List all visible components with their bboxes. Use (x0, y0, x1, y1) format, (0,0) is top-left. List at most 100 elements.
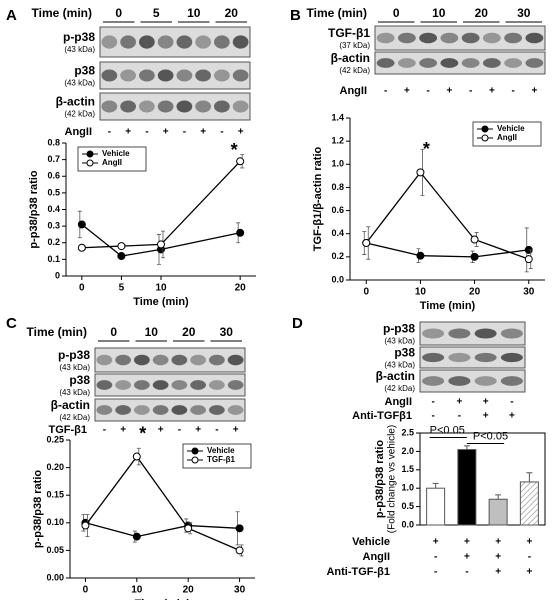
treatment-sign: - (140, 425, 143, 436)
y-tick-label: 0.05 (46, 545, 64, 555)
blot-band (152, 354, 169, 366)
blot-kda: (42 kDa) (339, 66, 370, 75)
x-tick-label: 30 (523, 287, 535, 298)
blot-band (504, 32, 523, 44)
marker (235, 524, 244, 533)
y-tick-label: 1.5 (401, 464, 414, 474)
condition-sign: + (464, 552, 470, 563)
treatment-sign: - (103, 425, 106, 436)
panel-letter: B (290, 7, 301, 24)
x-tick-label: 0 (363, 287, 369, 298)
x-tick-label: 30 (234, 585, 246, 596)
blot-band (115, 380, 131, 390)
blot-band (376, 58, 395, 68)
legend-label: Vehicle (497, 124, 525, 133)
marker (117, 242, 126, 251)
condition-sign: + (433, 537, 439, 548)
blot-label: p-p38 (58, 348, 90, 362)
condition-sign: - (528, 552, 531, 563)
blot-band (134, 405, 150, 415)
y-tick-label: 0.15 (46, 490, 64, 500)
blot-band (209, 405, 225, 415)
blot-label: p38 (74, 64, 95, 78)
treatment-sign: - (511, 86, 514, 97)
legend-label: Vehicle (207, 446, 235, 455)
y-tick-label: 0.3 (47, 221, 60, 231)
blot-band (209, 380, 225, 390)
blot-band (440, 32, 459, 44)
treatment-sign: - (431, 397, 434, 408)
blot-label: β-actin (56, 95, 95, 109)
blot-kda: (43 kDa) (64, 45, 95, 54)
y-tick-label: 0.5 (401, 501, 414, 511)
treatment-sign: + (531, 86, 537, 97)
series-line (366, 242, 529, 258)
blot-band (474, 352, 497, 363)
blot-kda: (42 kDa) (59, 413, 90, 422)
x-tick-label: 0 (79, 283, 85, 294)
blot-band (232, 100, 249, 113)
blot-band (195, 100, 211, 113)
blot-band (96, 405, 113, 415)
time-label: Time (min) (27, 325, 87, 339)
treatment-sign: - (431, 411, 434, 422)
marker (81, 521, 90, 530)
treatment-sign: + (446, 86, 452, 97)
error-bar (495, 494, 502, 500)
blot-band (157, 69, 174, 82)
treatment-sign: + (404, 86, 410, 97)
blot-band (101, 69, 118, 82)
blot-label: β-actin (51, 398, 90, 412)
annotation: P<0.05 (430, 424, 465, 436)
y-tick-label: 0.5 (47, 187, 60, 197)
panel-letter: C (6, 315, 17, 332)
time-value: 0 (393, 6, 400, 20)
blot-kda: (43 kDa) (59, 388, 90, 397)
treatment-sign: - (510, 397, 513, 408)
blot-label: p-p38 (383, 322, 415, 336)
blot-band (190, 405, 206, 415)
treatment-sign: + (483, 397, 489, 408)
blot-band (397, 58, 416, 68)
treatment-sign: - (426, 86, 429, 97)
time-value: 20 (475, 6, 489, 20)
time-value: 10 (145, 325, 159, 339)
blot-kda: (42 kDa) (384, 384, 415, 393)
marker (416, 251, 425, 260)
y-tick-label: 0.4 (331, 228, 344, 238)
blot-band (157, 100, 174, 113)
marker (117, 252, 126, 261)
y-axis-label: TGF-β1/β-actin ratio (312, 146, 324, 251)
blot-band (214, 35, 230, 49)
condition-sign: + (495, 567, 501, 578)
y-axis-label: p-p38/p38 ratio (28, 170, 40, 249)
y-axis-label: p-p38/p38 ratio (32, 470, 44, 549)
blot-band (500, 328, 523, 339)
treatment-sign: + (200, 127, 206, 138)
time-value: 20 (182, 325, 196, 339)
series-line (81, 223, 241, 257)
blot-band (461, 58, 480, 68)
time-value: 0 (110, 325, 117, 339)
y-tick-label: 0.25 (46, 434, 64, 444)
blot-band (195, 35, 211, 49)
blot-label: p38 (69, 373, 90, 387)
blot-band (171, 405, 188, 415)
treatment-sign: + (238, 127, 244, 138)
blot-band (139, 69, 155, 82)
blot-band (461, 32, 480, 44)
marker (236, 157, 245, 166)
y-tick-label: 0.8 (331, 182, 344, 192)
blot-band (500, 352, 523, 363)
time-value: 5 (153, 6, 160, 20)
series-line (84, 455, 240, 551)
treatment-label: Anti-TGFβ1 (352, 410, 412, 422)
blot-band (115, 354, 131, 366)
bar (488, 498, 508, 526)
blot-band (120, 35, 136, 49)
y-tick-label: 1.2 (331, 136, 344, 146)
y-tick-label: 0.1 (47, 254, 60, 264)
y-tick-label: 0.0 (401, 519, 414, 529)
treatment-sign: - (469, 86, 472, 97)
